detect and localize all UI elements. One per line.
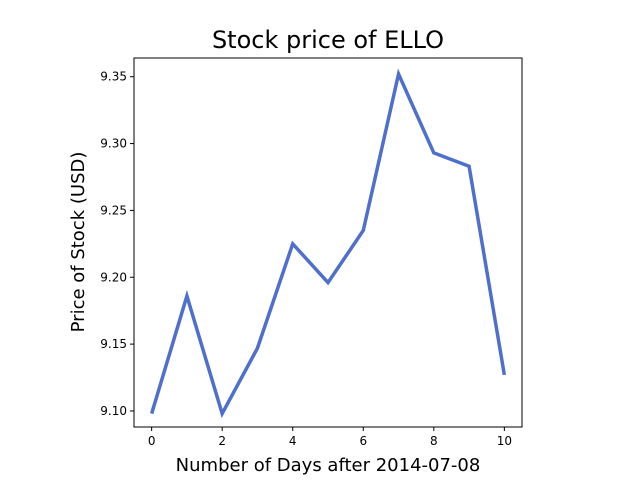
x-tick-label: 6 bbox=[359, 434, 367, 448]
plot-area: 0 2 4 6 8 10 9.10 9.15 9.20 9.25 9.30 9.35 bbox=[100, 57, 523, 448]
price-line bbox=[149, 68, 507, 419]
y-tick-label: 9.20 bbox=[100, 270, 127, 284]
y-axis: 9.10 9.15 9.20 9.25 9.30 9.35 bbox=[100, 70, 134, 418]
plot-frame bbox=[133, 57, 523, 428]
x-tick-label: 2 bbox=[218, 434, 226, 448]
series-layer bbox=[149, 68, 507, 419]
x-tick-label: 4 bbox=[289, 434, 297, 448]
chart-title: Stock price of ELLO bbox=[212, 26, 444, 54]
x-tick-label: 0 bbox=[148, 434, 156, 448]
y-tick-label: 9.15 bbox=[100, 337, 127, 351]
x-tick-label: 10 bbox=[497, 434, 512, 448]
y-tick-label: 9.10 bbox=[100, 404, 127, 418]
x-axis: 0 2 4 6 8 10 bbox=[148, 427, 512, 448]
y-tick-label: 9.30 bbox=[100, 137, 127, 151]
x-tick-label: 8 bbox=[430, 434, 438, 448]
y-tick-label: 9.25 bbox=[100, 203, 127, 217]
y-axis-label: Price of Stock (USD) bbox=[68, 152, 89, 333]
y-tick-label: 9.35 bbox=[100, 70, 127, 84]
x-axis-label: Number of Days after 2014-07-08 bbox=[176, 455, 481, 476]
